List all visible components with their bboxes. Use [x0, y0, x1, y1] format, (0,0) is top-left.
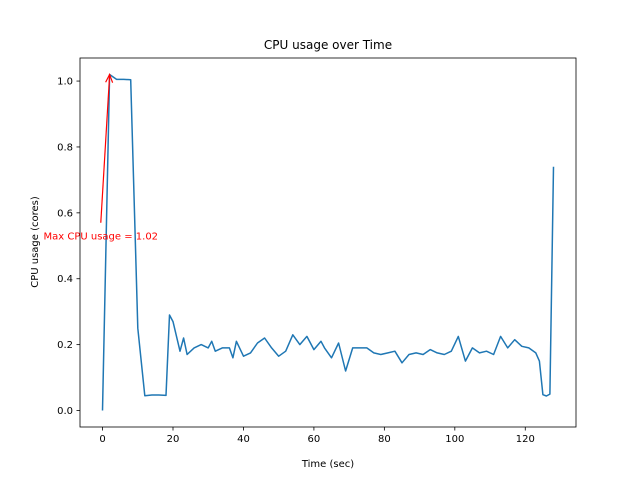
x-tick-label: 60 — [308, 434, 321, 445]
y-tick-label: 0.8 — [57, 142, 73, 153]
x-tick-label: 80 — [378, 434, 391, 445]
y-tick-label: 0.6 — [57, 208, 73, 219]
y-tick-label: 0.4 — [57, 274, 73, 285]
series-line-0 — [101, 73, 555, 411]
y-tick-label: 0.0 — [57, 406, 73, 417]
y-axis-label: CPU usage (cores) — [30, 196, 41, 288]
x-axis-label: Time (sec) — [301, 459, 354, 470]
y-tick-label: 0.2 — [57, 340, 73, 351]
x-tick-label: 100 — [445, 434, 464, 445]
plot-area: Max CPU usage = 1.02 0 20 40 60 80 100 120 0.0 0.… — [44, 57, 577, 445]
x-tick-label: 20 — [167, 434, 180, 445]
annotation-label: Max CPU usage = 1.02 — [44, 232, 159, 243]
y-tick-label: 1.0 — [57, 77, 73, 88]
plot-frame — [79, 57, 577, 428]
chart-title: CPU usage over Time — [264, 38, 392, 52]
annotation-arrow-head — [105, 72, 114, 83]
x-tick-label: 120 — [516, 434, 535, 445]
annotation-arrow-line — [100, 75, 111, 223]
x-tick-label: 0 — [99, 434, 105, 445]
x-tick-label: 40 — [237, 434, 250, 445]
